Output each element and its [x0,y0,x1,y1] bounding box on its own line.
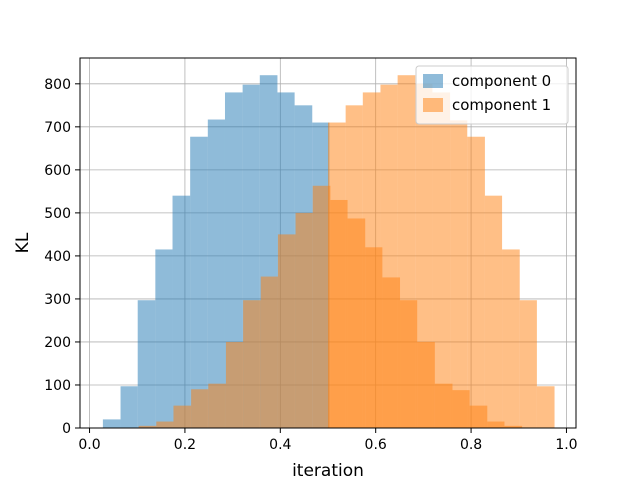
histogram-bar [137,300,156,428]
histogram-bar [156,421,174,428]
plot-frame [79,57,577,429]
histogram-bar [345,105,363,428]
y-tick-label: 400 [44,249,71,265]
histogram-bar [328,122,346,428]
x-tick-label: 0.2 [174,437,196,453]
y-tick-label: 500 [44,206,71,222]
legend-swatch [423,98,443,112]
legend: component 0 component 1 [415,65,569,125]
legend-label: component 0 [452,72,551,90]
y-tick-label: 300 [44,292,71,308]
y-tick-label: 0 [62,421,71,437]
histogram-bar [467,136,485,429]
histogram-bar [397,75,416,429]
histogram-bar [260,276,278,428]
histogram-bar [450,120,468,428]
bars [102,75,555,429]
histogram-bar [208,383,226,428]
x-axis-label: iteration [292,461,364,480]
histogram-bar [484,195,503,428]
histogram-bar [502,249,520,428]
histogram-bar [312,185,331,428]
histogram-bar [172,195,191,428]
histogram-bar [380,84,398,429]
histogram-bar [415,83,433,428]
histogram-bar [173,405,192,428]
histogram-bar [536,386,555,428]
histogram-bar [519,300,537,428]
histogram-bar [362,92,381,428]
histogram-bar [295,212,313,428]
x-tick-label: 0.6 [365,437,387,453]
histogram-bar [225,341,244,428]
histogram-bar [277,234,296,428]
y-axis-label: KL [13,232,33,253]
histogram-bar [190,136,208,429]
y-tick-label: 600 [44,163,71,179]
x-tick-label: 0.8 [460,437,482,453]
histogram-bar [191,389,209,428]
x-tick-label: 1.0 [555,437,577,453]
y-tick-label: 100 [44,378,71,394]
histogram-bar [155,249,173,428]
y-tick-label: 700 [44,120,71,136]
legend-label: component 1 [452,96,551,114]
histogram-bar [207,119,225,428]
legend-swatch [423,74,443,88]
histogram-bar [432,92,451,428]
x-tick-label: 0.0 [78,437,100,453]
y-tick-label: 800 [44,77,71,93]
x-tick-label: 0.4 [269,437,291,453]
histogram-bar [243,300,261,428]
histogram-bar [120,386,138,428]
y-tick-label: 200 [44,335,71,351]
histogram-bar [102,419,121,428]
legend-box [415,65,569,125]
histogram-bar [138,425,157,428]
ticks: 0.0 0.2 0.4 0.6 0.8 1.0 0 100 200 300 400 500 600 700… [44,77,577,453]
